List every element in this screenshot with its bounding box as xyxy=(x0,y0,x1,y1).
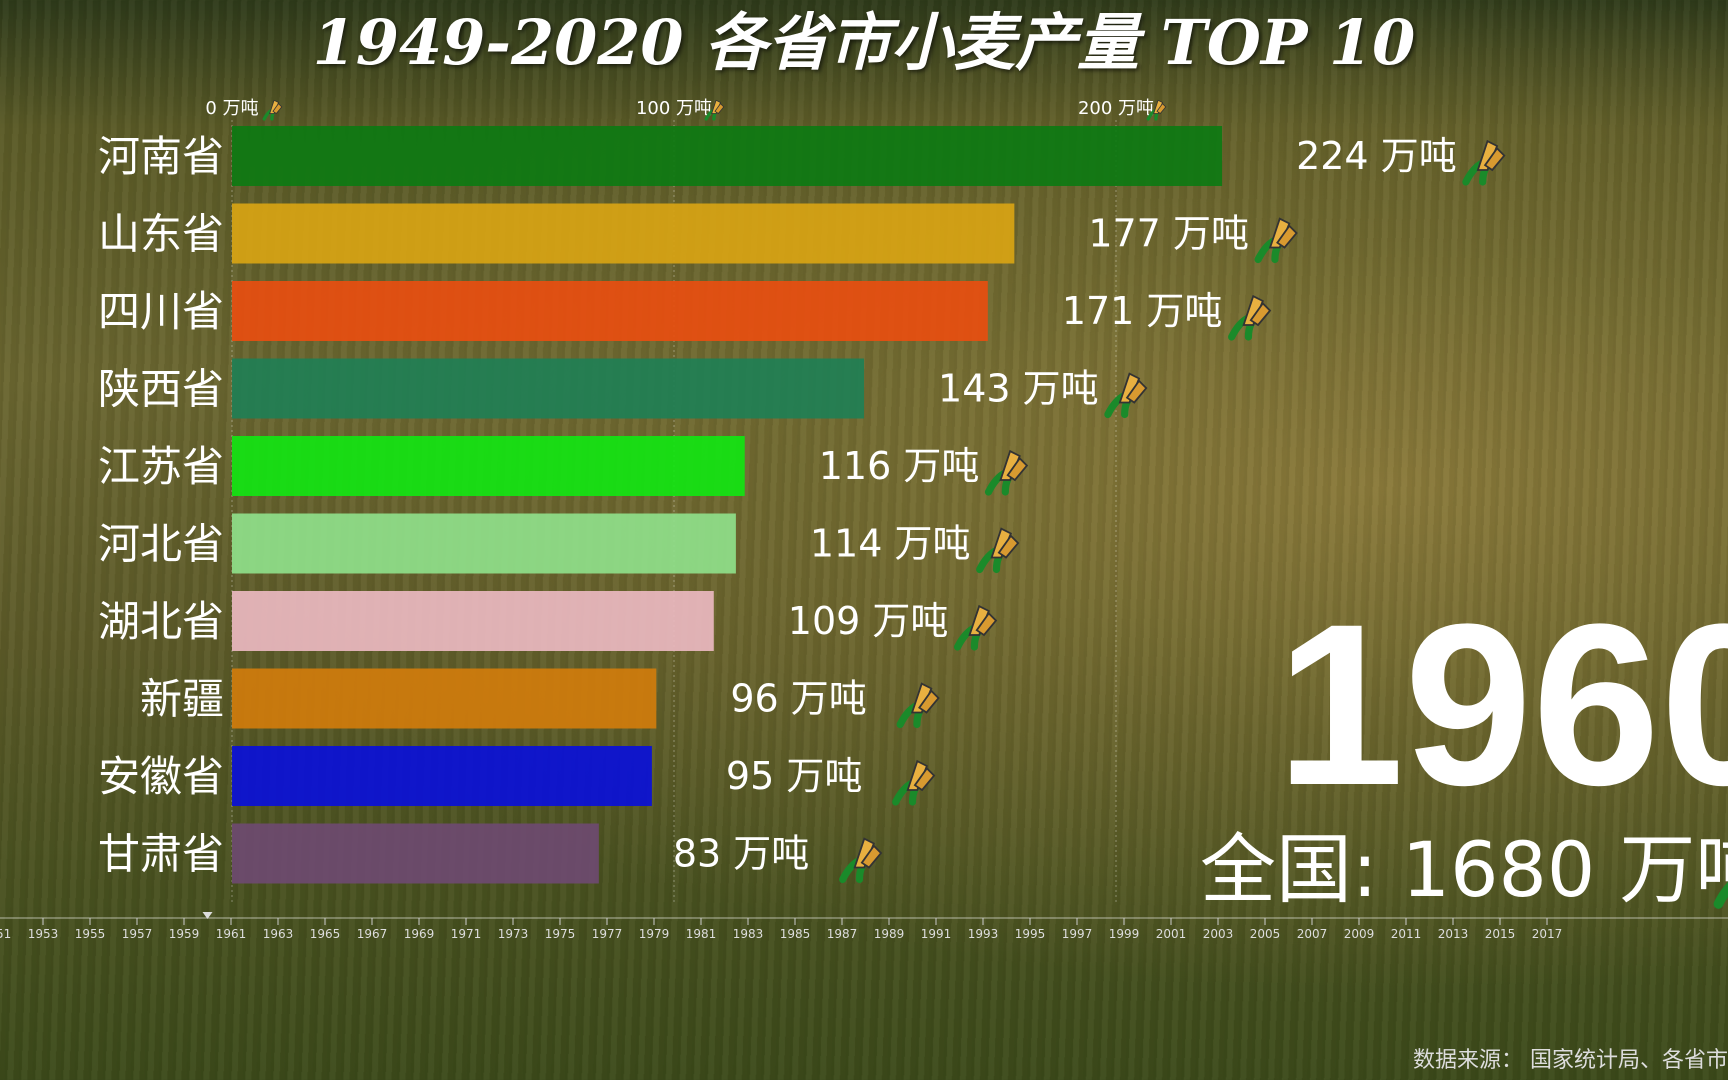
timeline-marker xyxy=(202,912,213,919)
category-label: 四川省 xyxy=(98,287,224,336)
timeline-label: 1999 xyxy=(1109,927,1140,941)
bar xyxy=(232,668,657,729)
category-label: 江苏省 xyxy=(98,442,224,491)
timeline-label: 1987 xyxy=(827,927,858,941)
timeline-label: 1965 xyxy=(310,927,341,941)
timeline-label: 1973 xyxy=(498,927,529,941)
timeline-label: 1969 xyxy=(404,927,435,941)
value-label: 224 万吨 xyxy=(1296,134,1457,178)
value-label: 83 万吨 xyxy=(673,832,809,876)
value-label: 177 万吨 xyxy=(1088,212,1249,256)
timeline-label: 1997 xyxy=(1062,927,1093,941)
category-label: 湖北省 xyxy=(98,597,224,646)
wheat-icon xyxy=(984,449,1029,496)
timeline-label: 1977 xyxy=(592,927,623,941)
category-label: 山东省 xyxy=(98,210,224,259)
category-label: 河北省 xyxy=(98,520,224,569)
bar xyxy=(232,126,1223,186)
x-tick-label: 200 万吨 xyxy=(1078,98,1154,119)
wheat-icon xyxy=(1146,99,1167,121)
wheat-icon xyxy=(896,682,940,729)
wheat-icon xyxy=(262,99,283,121)
value-label: 109 万吨 xyxy=(788,599,949,643)
year-display: 1960 xyxy=(1276,576,1728,833)
category-label: 安徽省 xyxy=(98,752,224,801)
timeline-label: 1963 xyxy=(263,927,294,941)
value-label: 114 万吨 xyxy=(810,522,971,566)
bar xyxy=(232,746,652,806)
timeline-label: 2001 xyxy=(1156,927,1187,941)
x-tick-label: 0 万吨 xyxy=(205,98,258,119)
timeline-label: 1991 xyxy=(921,927,952,941)
value-label: 96 万吨 xyxy=(730,677,866,721)
timeline-label: 2003 xyxy=(1203,927,1234,941)
timeline-label: 1959 xyxy=(169,927,200,941)
timeline-label: 1981 xyxy=(686,927,717,941)
wheat-icon xyxy=(892,759,936,806)
timeline-label: 1971 xyxy=(451,927,482,941)
wheat-icon xyxy=(839,837,883,884)
timeline-label: 1961 xyxy=(216,927,247,941)
bar xyxy=(232,591,714,651)
wheat-icon xyxy=(1462,139,1506,186)
value-label: 116 万吨 xyxy=(819,444,980,488)
bar xyxy=(232,358,865,419)
bar xyxy=(232,513,736,574)
timeline-label: 1993 xyxy=(968,927,999,941)
category-label: 甘肃省 xyxy=(98,830,224,879)
category-label: 陕西省 xyxy=(98,365,224,414)
timeline-label: 1955 xyxy=(75,927,106,941)
value-label: 95 万吨 xyxy=(726,754,862,798)
timeline-label: 2017 xyxy=(1532,927,1563,941)
timeline-label: 1979 xyxy=(639,927,670,941)
bar xyxy=(232,281,988,341)
timeline-label: 2013 xyxy=(1438,927,1469,941)
bar xyxy=(232,436,745,496)
timeline-label: 1951 xyxy=(0,927,11,941)
wheat-icon xyxy=(953,604,998,651)
bar xyxy=(232,203,1015,264)
wheat-icon xyxy=(1254,217,1298,264)
timeline-label: 2005 xyxy=(1250,927,1281,941)
timeline-label: 1983 xyxy=(733,927,764,941)
timeline-label: 1975 xyxy=(545,927,576,941)
timeline-label: 1957 xyxy=(122,927,153,941)
value-label: 171 万吨 xyxy=(1062,289,1223,333)
national-total: 全国: 1680 万吨 xyxy=(1200,825,1728,914)
wheat-icon xyxy=(1228,294,1272,341)
category-label: 河南省 xyxy=(98,132,224,181)
wheat-icon xyxy=(976,527,1020,574)
timeline-label: 2011 xyxy=(1391,927,1422,941)
timeline-label: 2015 xyxy=(1485,927,1516,941)
timeline-label: 1995 xyxy=(1015,927,1046,941)
chart-title: 1949-2020 各省市小麦产量 TOP 10 xyxy=(312,6,1416,79)
timeline-label: 1989 xyxy=(874,927,905,941)
timeline-label: 1967 xyxy=(357,927,388,941)
wheat-icon xyxy=(704,99,725,121)
timeline-label: 2007 xyxy=(1297,927,1328,941)
timeline-label: 1953 xyxy=(28,927,59,941)
wheat-icon xyxy=(1104,372,1148,419)
bar xyxy=(232,823,599,884)
timeline-label: 1985 xyxy=(780,927,811,941)
timeline-label: 2009 xyxy=(1344,927,1375,941)
category-label: 新疆 xyxy=(140,675,224,724)
value-label: 143 万吨 xyxy=(938,367,1099,411)
x-tick-label: 100 万吨 xyxy=(636,98,712,119)
wheat-icon xyxy=(1713,881,1728,909)
data-source: 数据来源： 国家统计局、各省市 xyxy=(1413,1048,1728,1073)
